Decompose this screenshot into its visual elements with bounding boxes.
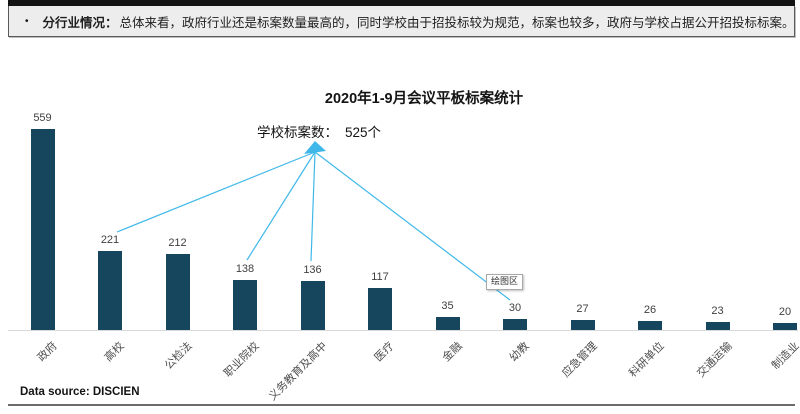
header-label: 分行业情况： [42, 15, 118, 30]
bullet-icon: • [25, 15, 29, 27]
bar-value-label: 27 [576, 303, 589, 315]
bottom-divider [8, 404, 795, 406]
bar-value-label: 212 [168, 237, 187, 249]
top-accent-bar [8, 0, 795, 6]
bar[interactable] [705, 322, 730, 330]
bar-value-label: 20 [778, 306, 792, 318]
bar[interactable] [300, 281, 325, 330]
bar[interactable] [30, 129, 55, 330]
x-axis-line [8, 330, 798, 331]
bar-value-label: 26 [643, 304, 657, 316]
bar[interactable] [503, 319, 527, 330]
bar-value-label: 559 [33, 112, 52, 124]
bar-value-label: 221 [100, 234, 120, 246]
header-text: 总体来看，政府行业还是标案数量最高的，同时学校由于招投标较为规范，标案也较多，政… [119, 15, 795, 30]
plot-area-tooltip: 绘图区 [486, 274, 524, 290]
bar[interactable] [638, 321, 662, 330]
bar[interactable] [165, 254, 190, 330]
annotation-text: 学校标案数： [257, 125, 338, 140]
annotation-label: 学校标案数： 525个 [257, 121, 381, 141]
bar-value-label: 138 [235, 263, 255, 275]
annotation-value: 525个 [345, 125, 382, 140]
bar-value-label: 30 [508, 302, 522, 314]
bar-value-label: 23 [711, 305, 724, 317]
bar[interactable] [98, 251, 122, 330]
arrowhead-icon [304, 141, 326, 154]
bar[interactable] [570, 320, 595, 330]
data-source-note: Data source: DISCIEN [20, 386, 140, 398]
bar[interactable] [773, 323, 797, 330]
bar[interactable] [368, 288, 392, 330]
header-note: • 分行业情况： 总体来看，政府行业还是标案数量最高的，同时学校由于招投标较为规… [8, 6, 795, 37]
bar[interactable] [233, 280, 257, 330]
chart-title: 2020年1-9月会议平板标案统计 [324, 91, 524, 107]
bar-value-label: 117 [371, 271, 389, 283]
bar-value-label: 136 [303, 264, 322, 276]
bar[interactable] [435, 317, 460, 330]
bar-value-label: 35 [441, 300, 454, 312]
